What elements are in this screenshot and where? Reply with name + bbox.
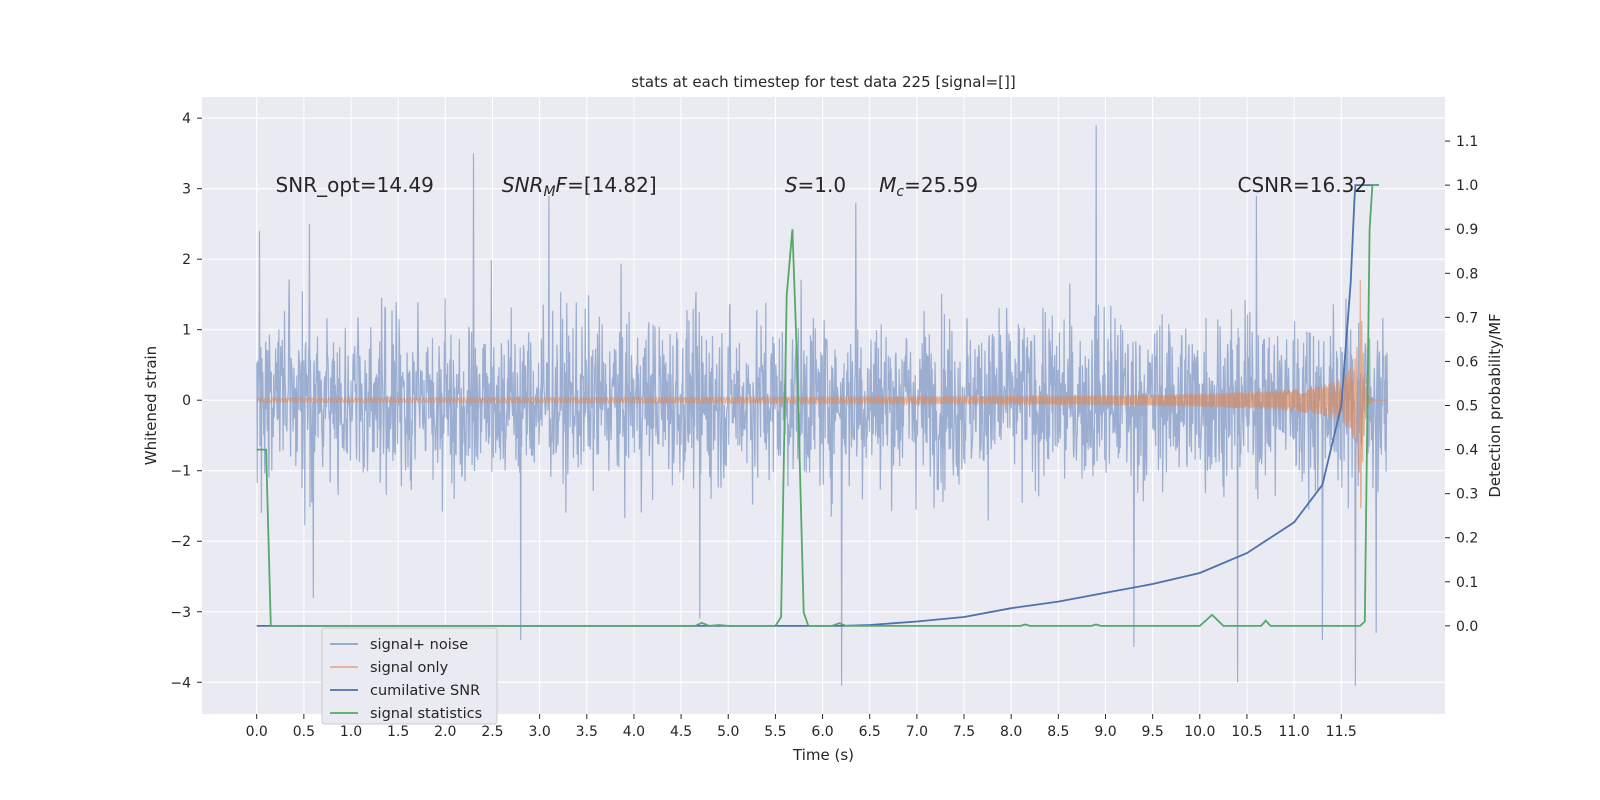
- x-tick-label: 6.0: [811, 724, 833, 740]
- y-tick-label-right: 0.7: [1456, 310, 1478, 326]
- y-tick-label-right: 1.1: [1456, 134, 1478, 150]
- x-axis-label: Time (s): [792, 746, 854, 764]
- y-tick-label-right: 0.2: [1456, 531, 1478, 547]
- y-tick-label-left: 3: [182, 182, 191, 198]
- y-tick-label-left: 2: [182, 252, 191, 268]
- y-axis-label-left: Whitened strain: [142, 346, 160, 465]
- signal-statistics-line: [256, 184, 1379, 627]
- y-tick-label-left: −1: [170, 464, 191, 480]
- series-signal-only: [256, 280, 1388, 509]
- y-tick-label-right: 0.8: [1456, 266, 1478, 282]
- axis-ticks: 0.0 0.5 1.0 1.5 2.0 2.5 3.0 3.5 4.0 4.5 5.0 5.5 6.0 6…: [170, 111, 1478, 740]
- signal-only-line: [256, 280, 1388, 509]
- legend-label: cumilative SNR: [370, 683, 480, 699]
- x-tick-label: 1.5: [387, 724, 409, 740]
- legend-label: signal+ noise: [370, 637, 468, 653]
- x-tick-label: 6.5: [859, 724, 881, 740]
- legend-label: signal only: [370, 660, 449, 676]
- x-tick-label: 3.0: [528, 724, 550, 740]
- x-tick-label: 7.0: [906, 724, 928, 740]
- x-tick-label: 9.0: [1094, 724, 1116, 740]
- x-tick-label: 3.5: [576, 724, 598, 740]
- legend-label: signal statistics: [370, 706, 482, 722]
- x-tick-label: 10.0: [1184, 724, 1215, 740]
- annotation-text: Mc=25.59: [879, 173, 978, 200]
- y-axis-label-right: Detection probability/MF: [1486, 313, 1504, 497]
- x-tick-label: 7.5: [953, 724, 975, 740]
- y-tick-label-left: −3: [170, 605, 191, 621]
- y-tick-label-right: 0.3: [1456, 487, 1478, 503]
- x-tick-label: 0.5: [293, 724, 315, 740]
- y-tick-label-left: 0: [182, 393, 191, 409]
- x-tick-label: 8.0: [1000, 724, 1022, 740]
- x-tick-label: 2.5: [481, 724, 503, 740]
- x-tick-label: 11.5: [1326, 724, 1357, 740]
- x-tick-label: 9.5: [1142, 724, 1164, 740]
- chart-title: stats at each timestep for test data 225…: [631, 73, 1016, 91]
- x-tick-label: 4.0: [623, 724, 645, 740]
- annotation-text: SNRMF=[14.82]: [502, 173, 657, 200]
- annotations: SNR_opt=14.49 SNRMF=[14.82] S=1.0 Mc=25.59 C…: [276, 173, 1367, 200]
- x-tick-label: 1.0: [340, 724, 362, 740]
- y-tick-label-right: 0.4: [1456, 443, 1478, 459]
- y-tick-label-right: 0.5: [1456, 399, 1478, 415]
- annotation-text: CSNR=16.32: [1238, 173, 1368, 197]
- y-tick-label-left: −2: [170, 534, 191, 550]
- cumulative-snr-line: [256, 184, 1379, 627]
- x-tick-label: 0.0: [246, 724, 268, 740]
- y-tick-label-left: 1: [182, 323, 191, 339]
- y-tick-label-right: 0.9: [1456, 222, 1478, 238]
- y-tick-label-left: 4: [182, 111, 191, 127]
- x-tick-label: 2.0: [434, 724, 456, 740]
- x-tick-label: 4.5: [670, 724, 692, 740]
- x-tick-label: 11.0: [1279, 724, 1310, 740]
- y-tick-label-right: 0.0: [1456, 619, 1478, 635]
- x-tick-label: 8.5: [1047, 724, 1069, 740]
- x-tick-label: 5.0: [717, 724, 739, 740]
- y-tick-label-right: 0.1: [1456, 575, 1478, 591]
- legend: signal+ noise signal only cumilative SNR si…: [321, 627, 498, 725]
- annotation-text: S=1.0: [785, 173, 846, 197]
- right-axis-series: [256, 184, 1379, 627]
- annotation-text: SNR_opt=14.49: [276, 173, 434, 197]
- x-tick-label: 10.5: [1231, 724, 1262, 740]
- legend-box: [321, 627, 498, 725]
- y-tick-label-right: 0.6: [1456, 354, 1478, 370]
- x-tick-label: 5.5: [764, 724, 786, 740]
- y-tick-label-left: −4: [170, 675, 191, 691]
- y-tick-label-right: 1.0: [1456, 178, 1478, 194]
